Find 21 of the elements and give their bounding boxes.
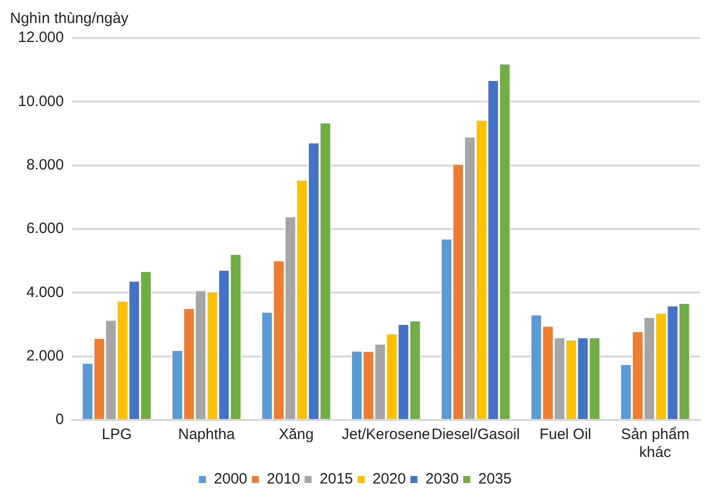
x-tick-label: Fuel Oil bbox=[540, 426, 592, 444]
y-tick-label: 6.000 bbox=[26, 220, 64, 238]
y-tick-label: 8.000 bbox=[26, 156, 64, 174]
x-tick-label: LPG bbox=[102, 426, 132, 444]
x-tick-label: Jet/Kerosene bbox=[342, 426, 430, 444]
x-tick-label: Sản phẩm khác bbox=[620, 426, 690, 462]
y-axis-title: Nghìn thùng/ngày bbox=[10, 10, 129, 28]
x-tick-label: Diesel/Gasoil bbox=[431, 426, 520, 444]
y-tick-label: 2.000 bbox=[26, 347, 64, 364]
legend-label: 2015 bbox=[320, 470, 354, 488]
legend-label: 2010 bbox=[266, 470, 300, 488]
y-tick-label: 4.000 bbox=[26, 284, 64, 301]
x-tick-label: Xăng bbox=[278, 426, 314, 444]
y-tick-label: 0 bbox=[56, 411, 64, 428]
legend-label: 2035 bbox=[478, 470, 512, 488]
legend-label: 2030 bbox=[425, 470, 459, 488]
legend-label: 2020 bbox=[372, 470, 406, 488]
y-tick-label: 10.000 bbox=[18, 92, 64, 110]
y-tick-label: 12.000 bbox=[18, 29, 64, 46]
legend-label: 2000 bbox=[214, 470, 248, 488]
x-tick-label: Naphtha bbox=[178, 426, 236, 444]
